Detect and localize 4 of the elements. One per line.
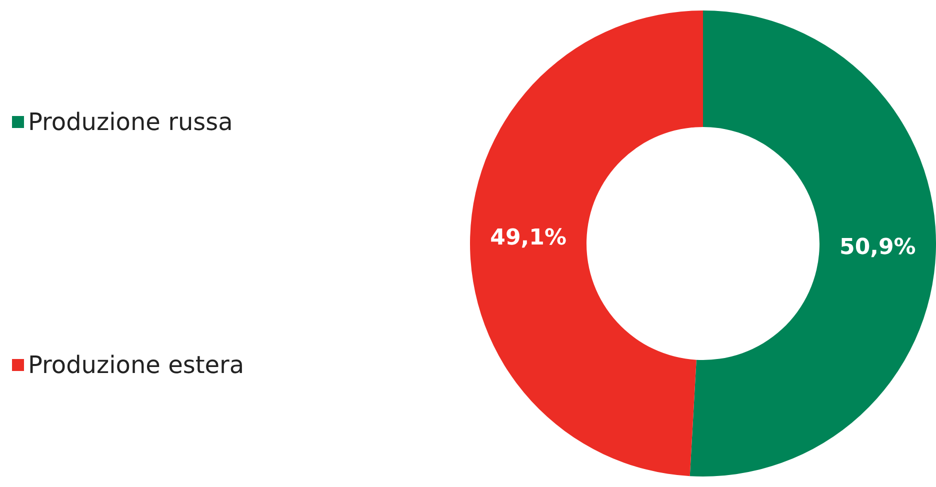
legend-label: Produzione russa (28, 108, 233, 136)
legend-label: Produzione estera (28, 351, 244, 380)
data-label: 49,1% (490, 225, 566, 250)
data-label: 50,9% (840, 235, 916, 260)
